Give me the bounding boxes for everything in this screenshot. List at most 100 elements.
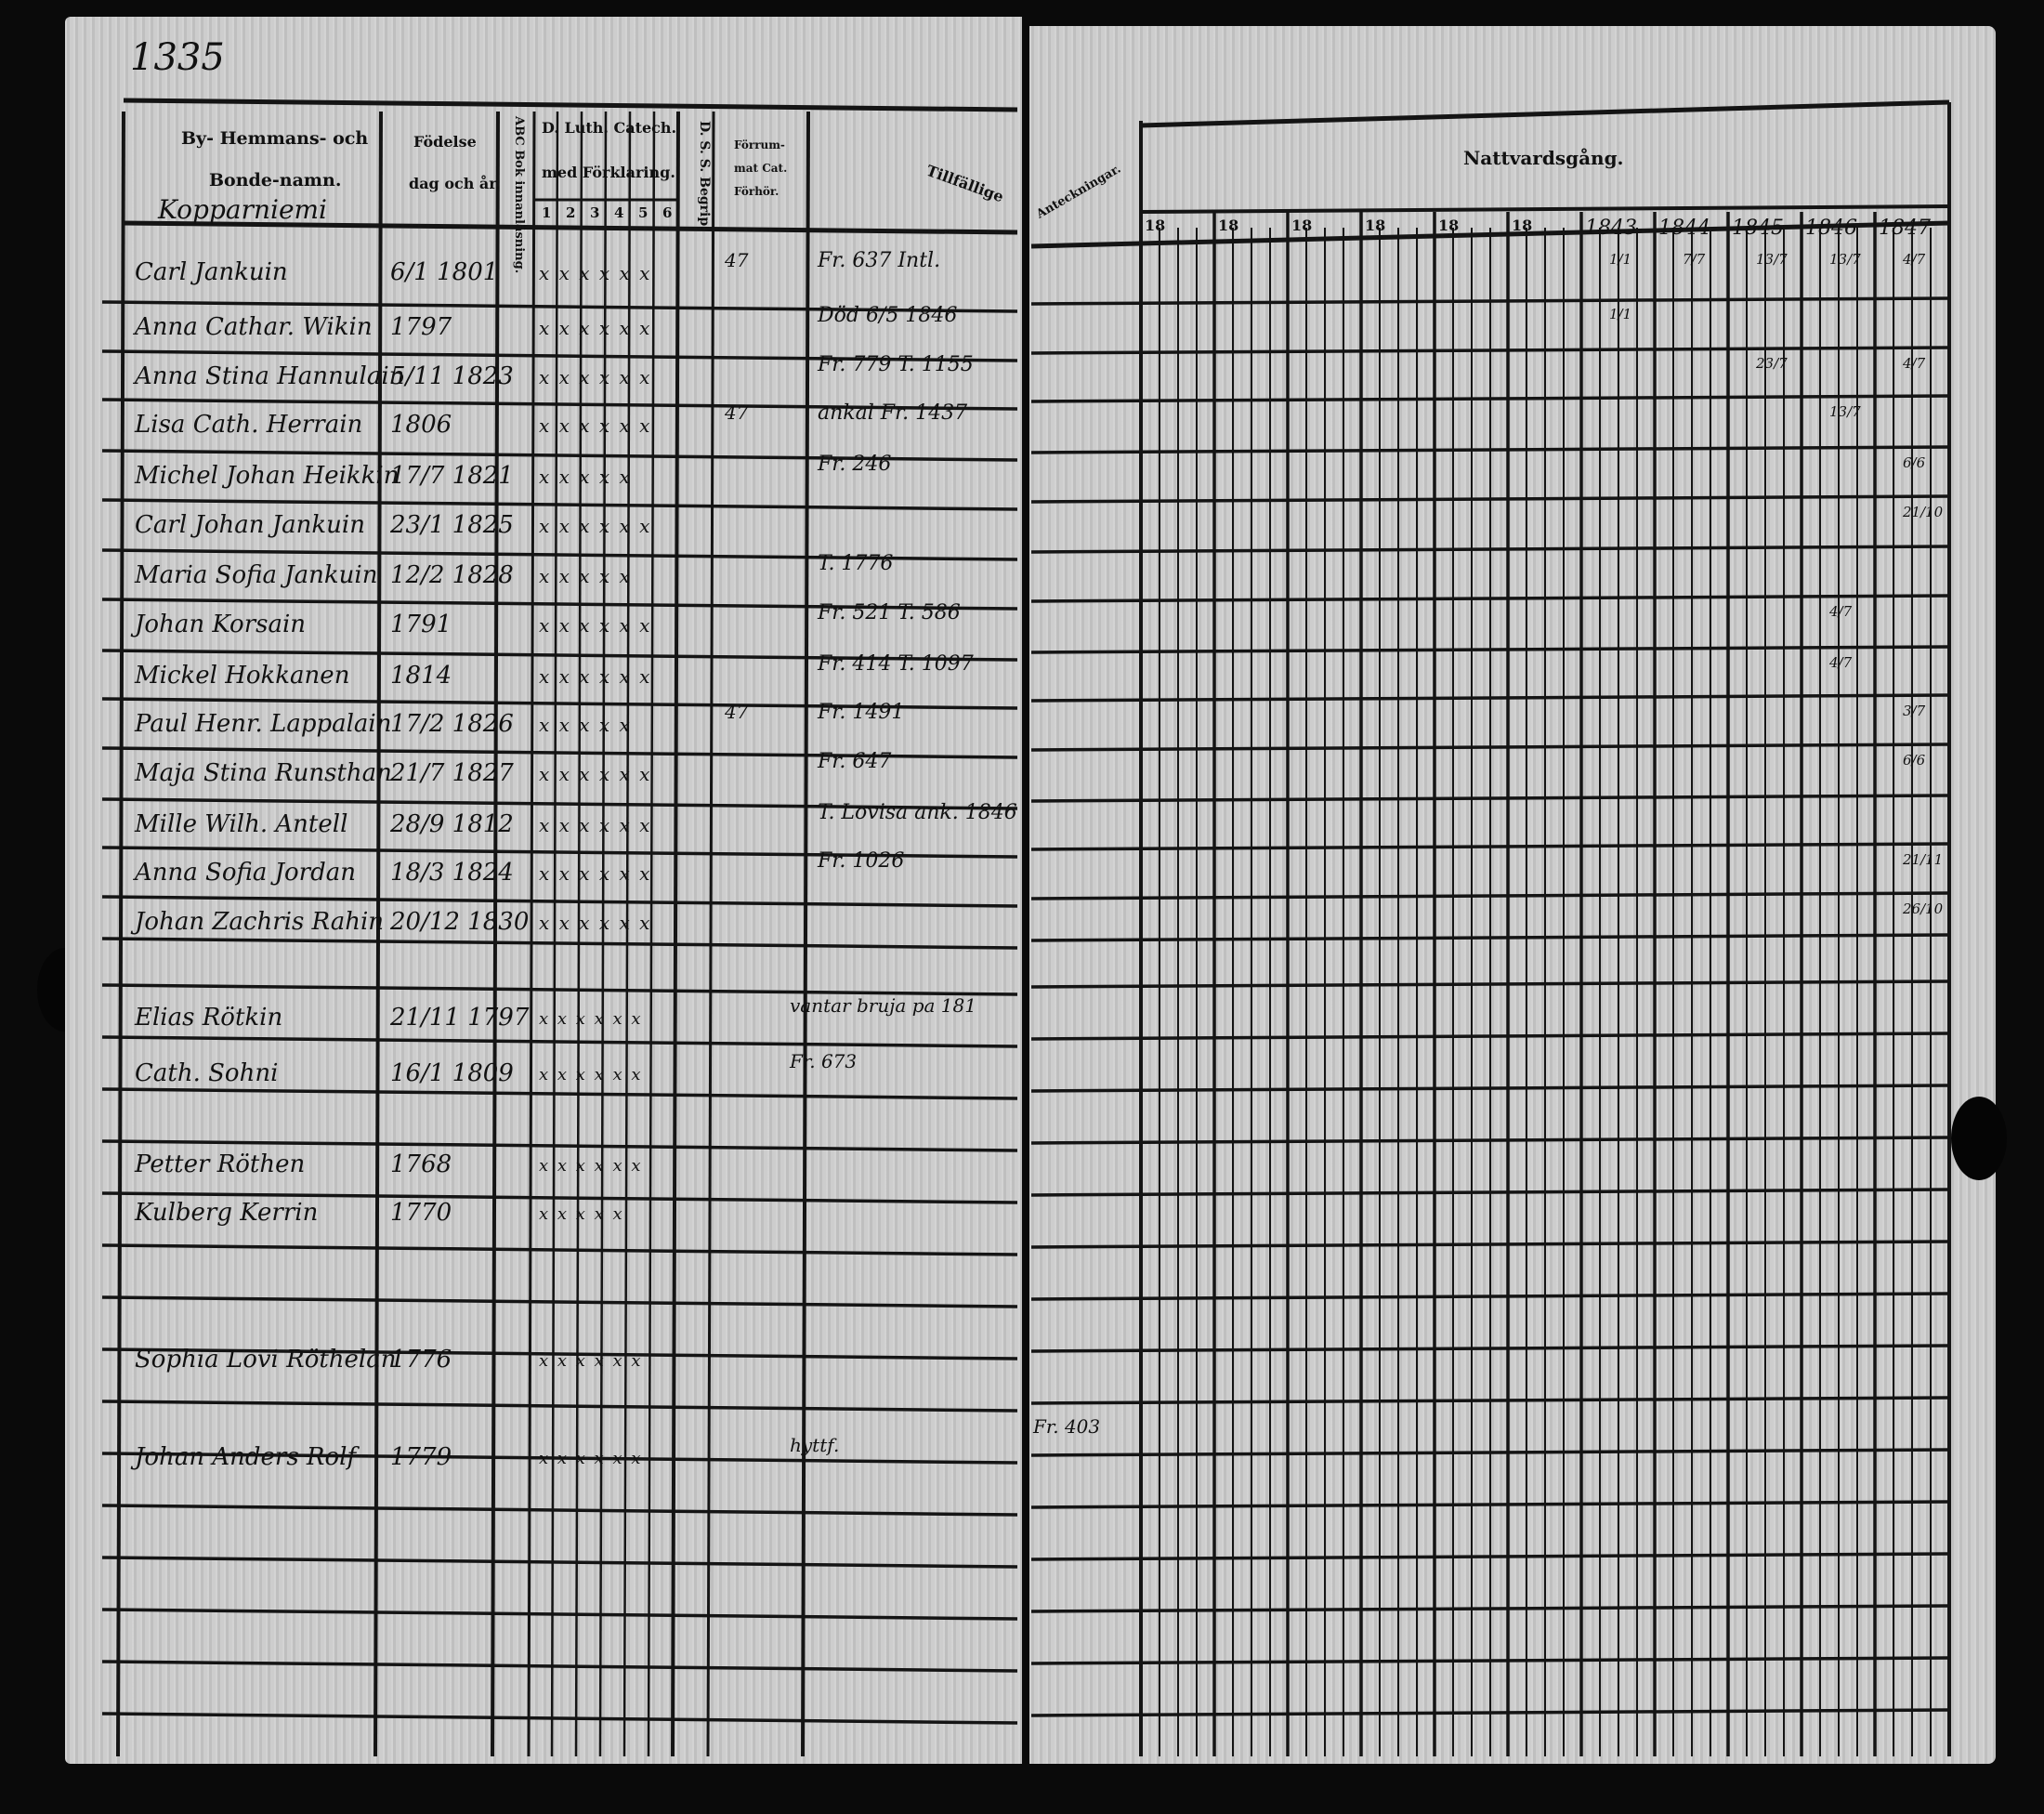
catech-marks: x x x x x x: [539, 912, 652, 934]
row-rule: [101, 1608, 1018, 1621]
nattvard-date: 4/7: [1903, 251, 1926, 268]
remark: Fr. 779 T. 1155: [818, 353, 974, 376]
nattvard-date: 13/7: [1829, 403, 1861, 420]
column-rule: [373, 111, 383, 1757]
year-header: 1843: [1585, 217, 1637, 240]
catech-subcolumn-number: 6: [662, 204, 673, 221]
year-header: 18: [1512, 217, 1533, 234]
year-header: 18: [1291, 217, 1313, 234]
person-name: Maja Stina Runsthan: [135, 759, 392, 787]
nattvard-date: 4/7: [1829, 654, 1853, 671]
catech-marks: x x x x x x: [539, 763, 652, 785]
person-name: Carl Jankuin: [135, 258, 288, 286]
remark: Fr. 637 Intl.: [818, 249, 941, 272]
catech-marks: x x x x x x: [539, 665, 652, 688]
row-rule: [101, 1452, 1018, 1465]
person-name: Paul Henr. Lappalain: [135, 710, 392, 738]
birth-date: 23/1 1825: [390, 511, 514, 539]
catech-marks: x x x x x: [539, 466, 632, 488]
birth-date: 17/2 1826: [390, 710, 514, 738]
row-rule: [101, 1295, 1018, 1308]
catech-marks: x x x x x x: [539, 862, 652, 885]
row-rule: [101, 548, 1018, 561]
catech-marks: x x x x x x: [539, 1156, 643, 1176]
birth-date: 1776: [390, 1346, 452, 1374]
dss-column-header: D. S. S. Begrip.: [697, 121, 712, 230]
row-rule: [101, 983, 1018, 996]
catech-subcolumn-number: 5: [638, 204, 649, 221]
anteckning: Fr. 403: [1033, 1415, 1101, 1438]
person-name: Michel Johan Heikkin: [135, 462, 400, 490]
row-rule: [101, 1191, 1018, 1204]
birth-date: 1791: [390, 611, 452, 638]
birth-date: 5/11 1823: [390, 362, 514, 390]
birth-column-header: dag och år.: [409, 175, 501, 192]
nattvard-date: 13/7: [1756, 251, 1788, 268]
catech-subcolumn-number: 1: [542, 204, 552, 221]
person-name: Sophia Lovi Röthelan: [135, 1346, 397, 1374]
nattvard-date: 21/11: [1903, 851, 1944, 868]
year-header: 1845: [1732, 217, 1784, 240]
person-name: Mille Wilh. Antell: [135, 810, 348, 838]
nattvard-title: Nattvardsgång.: [1463, 147, 1624, 169]
nattvard-date: 4/7: [1903, 355, 1926, 372]
row-rule: [101, 937, 1018, 950]
row-rule: [101, 746, 1018, 759]
nattvard-date: 23/7: [1756, 355, 1788, 372]
catech-marks: x x x x x x: [539, 1449, 643, 1468]
catech-marks: x x x x x x: [539, 1351, 643, 1371]
person-name: Anna Sofia Jordan: [135, 859, 356, 887]
birth-date: 1779: [390, 1443, 452, 1471]
catech-marks: x x x x x x: [539, 1009, 643, 1029]
catech-marks: x x x x x x: [539, 814, 652, 836]
person-name: Kulberg Kerrin: [135, 1199, 319, 1227]
remark: Fr. 673: [790, 1050, 858, 1072]
nattvard-top-rule: [1140, 99, 1950, 128]
remark: hyttf.: [790, 1434, 840, 1456]
catech-subcolumn-number: 4: [614, 204, 624, 221]
remark: vantar bruja pa 181: [790, 994, 976, 1017]
nattvard-date: 1/1: [1609, 306, 1632, 322]
binding-hole: [1951, 1097, 2007, 1180]
column-rule: [622, 111, 632, 1757]
birth-date: 1768: [390, 1150, 452, 1178]
nattvard-date: 1/1: [1609, 251, 1632, 268]
row-rule: [101, 649, 1018, 662]
column-rule: [598, 111, 608, 1757]
person-name: Mickel Hokkanen: [135, 662, 350, 690]
catech-subcolumn-number: 3: [590, 204, 600, 221]
birth-date: 20/12 1830: [390, 908, 530, 936]
year-header: 1844: [1658, 217, 1710, 240]
header-top-rule: [123, 98, 1018, 112]
remark: Död 6/5 1846: [818, 304, 958, 327]
row-rule: [101, 449, 1018, 462]
catech-marks: x x x x x: [539, 565, 632, 587]
page-number: 1335: [130, 36, 225, 79]
catech-marks: x x x x x x: [539, 366, 652, 388]
person-name: Anna Stina Hannulain: [135, 362, 405, 390]
forhor-year: 47: [725, 249, 749, 271]
row-rule: [101, 300, 1018, 313]
column-rule: [491, 111, 500, 1757]
row-rule: [101, 1087, 1018, 1100]
year-header: 18: [1365, 217, 1386, 234]
remark: Fr. 521 T. 586: [818, 601, 961, 624]
nattvard-date: 7/7: [1683, 251, 1706, 268]
person-name: Carl Johan Jankuin: [135, 511, 365, 539]
remark: ankal Fr. 1437: [818, 401, 968, 425]
column-rule: [801, 111, 810, 1757]
catech-marks: x x x x x x: [539, 414, 652, 437]
year-header: 1847: [1879, 217, 1931, 240]
catech-marks: x x x x x x: [539, 614, 652, 637]
remark: Fr. 1491: [818, 701, 905, 724]
birth-date: 1770: [390, 1199, 452, 1227]
row-rule: [101, 349, 1018, 362]
birth-date: 18/3 1824: [390, 859, 514, 887]
name-column-header: Bonde-namn.: [209, 170, 342, 191]
remark: T. 1776: [818, 552, 894, 575]
year-header: 1846: [1805, 217, 1857, 240]
column-rule: [574, 111, 583, 1757]
row-rule: [101, 1556, 1018, 1569]
